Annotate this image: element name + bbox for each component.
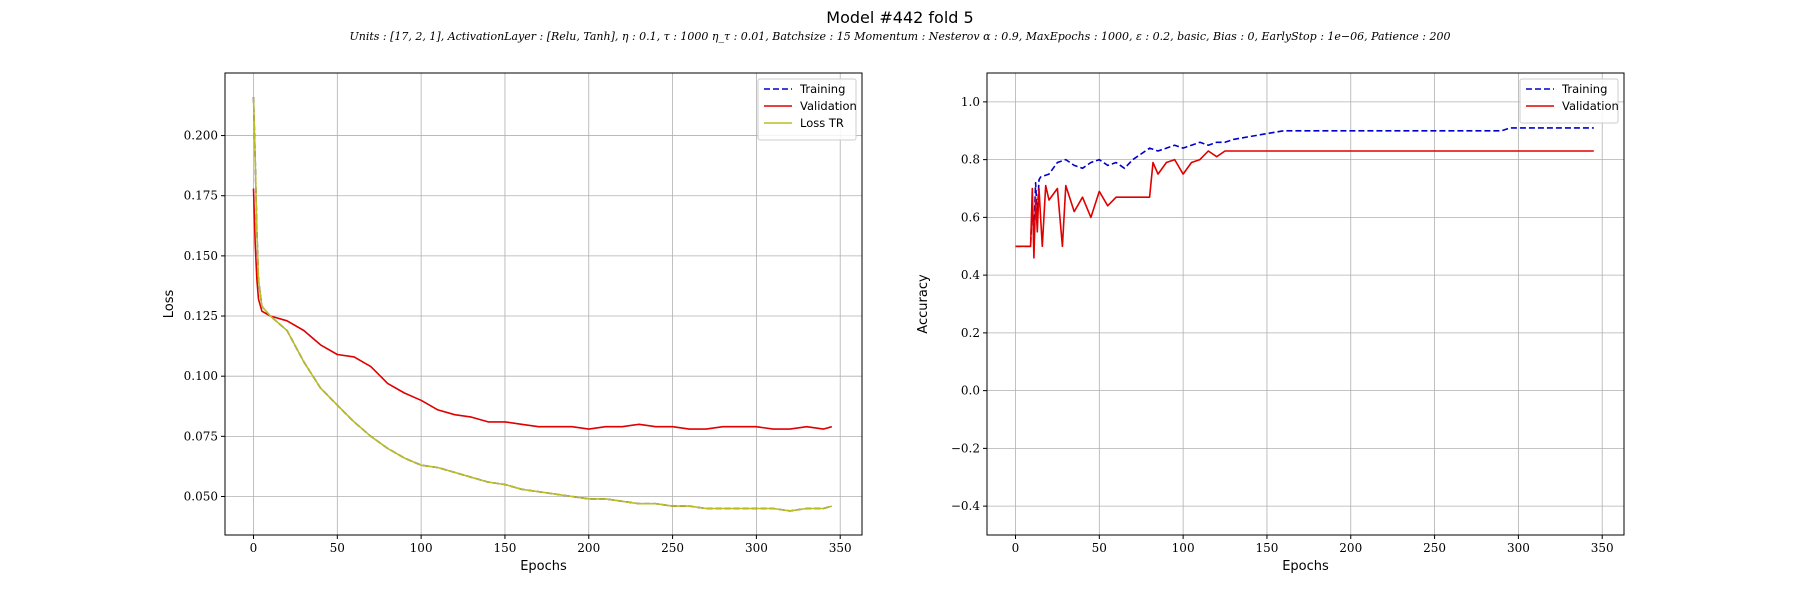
legend-label: Loss TR xyxy=(800,116,844,130)
y-tick-label: 0.200 xyxy=(184,129,218,143)
figure-title: Model #442 fold 5 xyxy=(826,8,974,27)
legend: Training Validation Loss TR xyxy=(757,78,857,141)
series-line-training xyxy=(1015,127,1594,248)
y-tick-label: 0.100 xyxy=(184,369,218,383)
x-tick-label: 250 xyxy=(1423,541,1446,555)
series-group xyxy=(1015,127,1594,259)
accuracy-chart: 0 50 100 150 200 250 300 350 −0.4 −0.2 0.0 0.2 0.4 0.… xyxy=(916,72,1625,574)
y-tick-label: 0.4 xyxy=(961,268,980,282)
x-tick-label: 0 xyxy=(250,541,258,555)
y-tick-label: −0.2 xyxy=(951,441,980,455)
y-tick-label: 0.050 xyxy=(184,490,218,504)
legend-box xyxy=(757,78,857,141)
legend-label: Validation xyxy=(800,99,857,113)
x-tick-label: 150 xyxy=(1255,541,1278,555)
x-tick-label: 0 xyxy=(1012,541,1020,555)
y-tick-label: 0.175 xyxy=(184,189,218,203)
series-line-training xyxy=(252,97,833,512)
legend-label: Training xyxy=(1561,82,1607,96)
x-axis-label: Epochs xyxy=(1282,559,1329,574)
x-axis-label: Epochs xyxy=(520,559,567,574)
legend-label: Validation xyxy=(1562,99,1619,113)
y-tick-label: 1.0 xyxy=(961,95,980,109)
legend: Training Validation xyxy=(1519,78,1619,124)
x-tick-label: 300 xyxy=(745,541,768,555)
loss-chart: 0 50 100 150 200 250 300 350 0.050 0.075 0.100 0.12… xyxy=(162,72,863,574)
y-tick-label: 0.125 xyxy=(184,309,218,323)
y-tick-label: 0.8 xyxy=(961,153,980,167)
y-axis-label: Loss xyxy=(162,290,177,319)
x-tick-label: 100 xyxy=(1172,541,1195,555)
y-tick-label: 0.075 xyxy=(184,429,218,443)
y-axis-label: Accuracy xyxy=(916,274,931,334)
x-tick-label: 300 xyxy=(1507,541,1530,555)
legend-label: Training xyxy=(799,82,845,96)
y-tick-label: 0.0 xyxy=(961,384,980,398)
x-tick-label: 350 xyxy=(829,541,852,555)
y-tick-label: 0.150 xyxy=(184,249,218,263)
plot-frame xyxy=(986,72,1625,536)
x-tick-label: 200 xyxy=(577,541,600,555)
x-tick-label: 250 xyxy=(661,541,684,555)
x-tick-label: 350 xyxy=(1591,541,1614,555)
series-group xyxy=(252,97,833,512)
plot-frame xyxy=(224,72,863,536)
x-tick-label: 150 xyxy=(493,541,516,555)
figure-subtitle: Units : [17, 2, 1], ActivationLayer : [R… xyxy=(349,30,1451,43)
x-tick-label: 50 xyxy=(1092,541,1107,555)
x-tick-label: 100 xyxy=(410,541,433,555)
y-tick-label: −0.4 xyxy=(951,499,981,513)
y-tick-label: 0.6 xyxy=(961,210,980,224)
x-tick-label: 50 xyxy=(330,541,345,555)
series-line-validation xyxy=(1015,150,1594,259)
y-tick-label: 0.2 xyxy=(961,326,980,340)
legend-box xyxy=(1519,78,1619,124)
x-tick-label: 200 xyxy=(1339,541,1362,555)
series-line-loss-tr xyxy=(252,97,833,512)
series-line-validation xyxy=(252,188,833,430)
